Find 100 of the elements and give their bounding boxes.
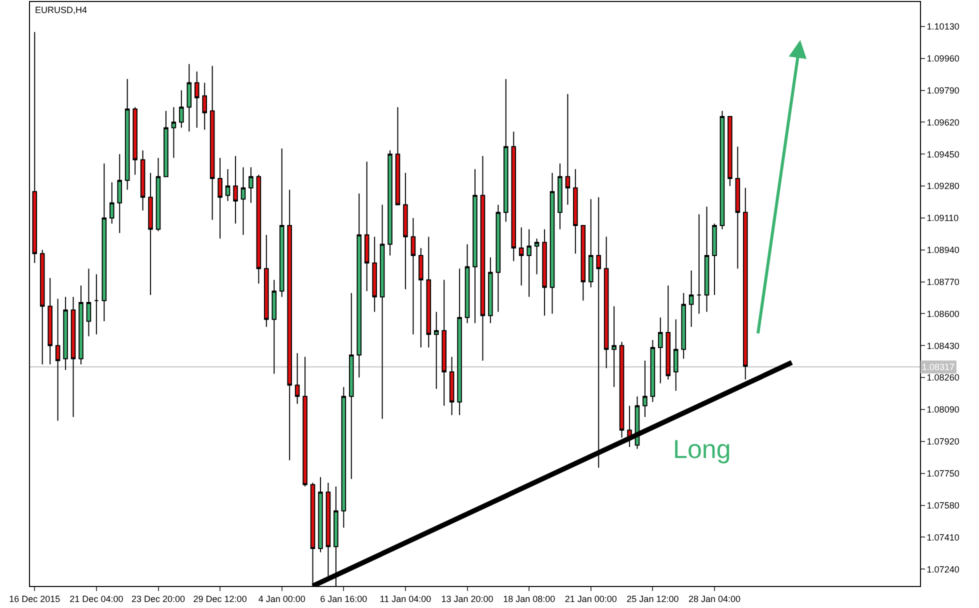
candlestick [233, 155, 238, 224]
y-tick-label: 1.08940 [926, 245, 960, 256]
chart-title: EURUSD,H4 [35, 5, 88, 15]
candlestick [704, 206, 710, 312]
candlestick [179, 90, 184, 128]
y-tick-label: 1.08770 [926, 276, 960, 287]
candlestick [534, 238, 540, 275]
y-tick-label: 1.07410 [926, 532, 960, 542]
candlestick [511, 131, 516, 262]
candlestick [688, 270, 694, 328]
x-tick-label: 29 Dec 12:00 [193, 594, 247, 604]
candlestick [349, 292, 354, 480]
candlestick [666, 285, 671, 380]
candlestick [164, 110, 168, 178]
candlestick [418, 247, 424, 348]
candlestick [272, 279, 277, 374]
candlestick [612, 306, 616, 388]
candlestick [94, 274, 99, 335]
candlestick [40, 249, 45, 365]
candlestick [712, 223, 717, 296]
candlestick [728, 116, 732, 187]
x-tick-label: 4 Jan 00:00 [258, 594, 306, 604]
candlestick [658, 316, 663, 384]
candlestick [70, 296, 76, 418]
candlestick [580, 224, 586, 302]
y-tick-label: 1.09620 [926, 117, 960, 128]
candlestick [48, 278, 52, 365]
candlestick [102, 162, 107, 322]
candlestick [372, 236, 377, 312]
candlestick [573, 168, 578, 254]
candlestick [457, 268, 462, 416]
y-tick-label: 1.09110 [926, 213, 959, 224]
candlestick [326, 482, 331, 579]
candlestick [171, 106, 176, 158]
candlestick [496, 204, 501, 312]
candlestick [364, 161, 370, 292]
x-tick-label: 16 Dec 2015 [9, 594, 60, 604]
x-tick-label: 23 Dec 20:00 [131, 594, 186, 604]
y-tick-label: 1.07240 [926, 564, 960, 574]
candlestick [642, 360, 648, 418]
candlestick [124, 78, 130, 190]
y-tick-label: 1.07580 [926, 500, 960, 510]
candlestick [148, 172, 153, 296]
x-tick-label: 6 Jan 16:00 [320, 594, 368, 604]
candlestick [403, 172, 408, 290]
candlestick [426, 236, 432, 348]
candlestick [442, 279, 446, 406]
y-tick-label: 1.09790 [926, 85, 960, 96]
candlestick [202, 82, 207, 130]
candlestick [720, 110, 725, 230]
candlestick [673, 318, 678, 392]
candlestick [318, 476, 323, 553]
candlestick [488, 256, 493, 324]
candlestick [132, 106, 138, 176]
candlestick [558, 162, 562, 230]
y-tick-label: 1.08260 [926, 372, 960, 383]
annotation: Long [673, 434, 731, 464]
x-tick-label: 25 Jan 12:00 [626, 594, 679, 604]
y-tick-label: 1.07920 [926, 436, 960, 447]
candlestick [218, 157, 222, 240]
x-tick-label: 21 Dec 04:00 [70, 594, 124, 604]
y-tick-label: 1.09960 [926, 53, 960, 64]
candlestick [565, 94, 570, 206]
y-tick-label: 1.08430 [926, 340, 960, 351]
candlestick [32, 32, 38, 264]
ref-line-label: 1.08317 [922, 362, 955, 372]
y-tick-label: 1.10130 [926, 22, 960, 32]
candlestick [78, 285, 84, 365]
candlestick [650, 340, 656, 402]
candlestick [464, 244, 470, 324]
y-tick-label: 1.07750 [926, 468, 960, 478]
candlestick [140, 150, 146, 211]
candlestick [248, 166, 254, 204]
candlestick [388, 150, 392, 256]
candlestick [395, 106, 400, 206]
candlestick [542, 228, 547, 316]
candlestick [504, 78, 508, 222]
y-tick-label: 1.08600 [926, 308, 960, 319]
candlestick [588, 198, 594, 288]
y-tick-label: 1.09280 [926, 181, 960, 192]
candlestick [110, 182, 114, 224]
candlestick [526, 228, 532, 298]
candlestick [735, 146, 740, 270]
candlestick [264, 234, 269, 328]
candlestick [472, 168, 478, 324]
x-tick-label: 18 Jan 08:00 [503, 594, 556, 604]
candlestick [279, 148, 284, 298]
candlestick [380, 204, 385, 420]
candlestick [63, 296, 68, 371]
candlestick [210, 65, 215, 220]
candlestick [302, 356, 308, 487]
candlestick [294, 352, 300, 404]
candlestick [240, 166, 246, 236]
candlestick [681, 292, 686, 360]
candlestick [156, 157, 161, 232]
candlestick [287, 189, 292, 461]
candlestick [225, 168, 230, 202]
candlestick [55, 298, 60, 422]
x-tick-label: 28 Jan 04:00 [688, 594, 741, 604]
x-tick-label: 13 Jan 20:00 [441, 594, 494, 604]
